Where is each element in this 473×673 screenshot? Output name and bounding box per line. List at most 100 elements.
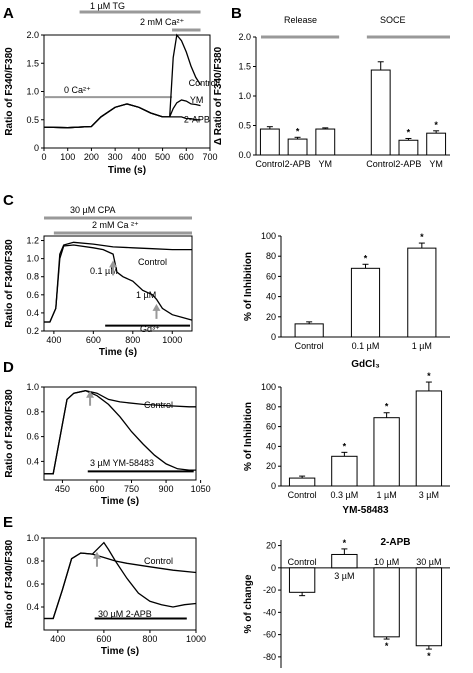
gd-label: Gd³⁺ [140,324,160,334]
c-ytick-label: 0.2 [26,326,39,336]
a-ytick-label: 1.0 [26,87,39,97]
b-category-label: YM [429,159,443,169]
soce-label: SOCE [380,15,406,25]
e-xtick-label: 400 [50,634,65,644]
panel-d-annotations: Control 3 µM YM-58483 [90,400,173,468]
dbar-bar [331,455,358,487]
a-xtick-label: 400 [131,152,146,162]
a-series-1 [43,99,201,129]
ebar-ytick-label: -60 [263,630,276,640]
cbar-sig-star: * [364,253,368,263]
cbar-category-label: 0.1 µM [352,341,380,351]
ebar-category-label: 10 µM [374,557,399,567]
cbar-ylabel: % of Inhibition [243,252,254,321]
d-ytick-label: 0.8 [26,407,39,417]
b-ytick-label: 0.5 [238,121,251,131]
ca-label: 2 mM Ca²⁺ [140,17,185,27]
b-bar [398,139,419,156]
dbar-ytick-label: 20 [266,461,276,471]
cbar-ytick-label: 40 [266,292,276,302]
e-xtick-label: 600 [96,634,111,644]
b-ylabel: Δ Ratio of F340/F380 [213,46,224,145]
c-ytick-label: 1.0 [26,254,39,264]
b-sig-star: * [434,120,438,130]
b-sig-star: * [296,126,300,136]
cbar-ytick-label: 20 [266,312,276,322]
ym-label-d: 3 µM YM-58483 [90,458,154,468]
c-ytick-label: 0.8 [26,272,39,282]
e-xlabel: Time (s) [101,646,139,657]
zero-ca-label: 0 Ca²⁺ [64,85,91,95]
a-xtick-label: 700 [202,152,217,162]
cbar-ytick-label: 60 [266,271,276,281]
dbar-ytick-label: 80 [266,402,276,412]
d-xtick-label: 750 [124,484,139,494]
c-series-1 [44,244,193,323]
dose-01-label: 0.1 µM [90,266,118,276]
b-bar [426,132,447,156]
a-xtick-label: 200 [84,152,99,162]
a-xtick-label: 100 [60,152,75,162]
a-ytick-label: 2.0 [26,30,39,40]
panel-a-annotations: 1 µM TG 2 mM Ca²⁺ 0 Ca²⁺ [64,1,185,95]
b-bar [315,128,336,156]
a-series-2 [43,103,201,129]
d-xtick-label: 600 [89,484,104,494]
panel-letter-a: A [3,5,14,22]
ebar-bar [373,567,400,638]
cbar-bar [294,323,324,338]
dbar-sig-star: * [427,371,431,381]
cbar-sig-star: * [420,232,424,242]
a-ytick-label: 0.5 [26,115,39,125]
panel-b-annotations: Release SOCE [284,15,406,25]
a-xtick-label: 600 [179,152,194,162]
d-xtick-label: 450 [55,484,70,494]
c-ytick-label: 1.2 [26,236,39,246]
cbar-ytick-label: 0 [271,332,276,342]
dbar-xlabel: YM-58483 [342,505,389,516]
dbar-ytick-label: 40 [266,441,276,451]
plots-layer: 00.51.01.52.00 100 200 300 400 500 600 700Ratio… [4,10,450,668]
ebar-sig-star: * [343,538,347,548]
b-category-label: 2-APB [285,159,311,169]
panel-letter-d: D [3,359,14,376]
ebar-sig-star: * [427,651,431,661]
panel-letter-c: C [3,192,14,209]
d-ylabel: Ratio of F340/F380 [4,389,15,478]
b-ytick-label: 1.0 [238,91,251,101]
d-ytick-label: 0.4 [26,456,39,466]
e-series-1 [44,541,197,620]
ebar-category-label: 3 µM [334,571,354,581]
c-ylabel: Ratio of F340/F380 [4,239,15,328]
dose-1-label: 1 µM [136,290,156,300]
dbar-ytick-label: 60 [266,422,276,432]
dbar-ytick-label: 0 [271,481,276,491]
d-ytick-label: 0.6 [26,432,39,442]
c-series-0 [44,241,192,323]
ebar-title: 2-APB [380,537,410,548]
e-ytick-label: 0.4 [26,602,39,612]
d-axes-frame [43,386,197,481]
b-ytick-label: 1.5 [238,62,251,72]
a-ytick-label: 1.5 [26,58,39,68]
control-label-e: Control [144,556,173,566]
release-label: Release [284,15,317,25]
ebar-ytick-label: 20 [266,541,276,551]
c-xtick-label: 800 [125,335,140,345]
dbar-bar [373,417,400,487]
dbar-sig-star: * [385,402,389,412]
e-ytick-label: 0.6 [26,579,39,589]
cbar-category-label: Control [295,341,324,351]
dbar-ylabel: % of Inhibition [243,402,254,471]
e-ytick-label: 1.0 [26,533,39,543]
ebar-ytick-label: -20 [263,585,276,595]
e-ylabel: Ratio of F340/F380 [4,539,15,628]
b-ytick-label: 0.0 [238,150,251,160]
a-series-label: 2-APB [184,115,210,125]
d-arrow [86,390,95,406]
ebar-ylabel: % of change [243,574,254,633]
dbar-sig-star: * [343,441,347,451]
a-xtick-label: 500 [155,152,170,162]
ebar-sig-star: * [385,641,389,651]
c-xtick-label: 400 [46,335,61,345]
